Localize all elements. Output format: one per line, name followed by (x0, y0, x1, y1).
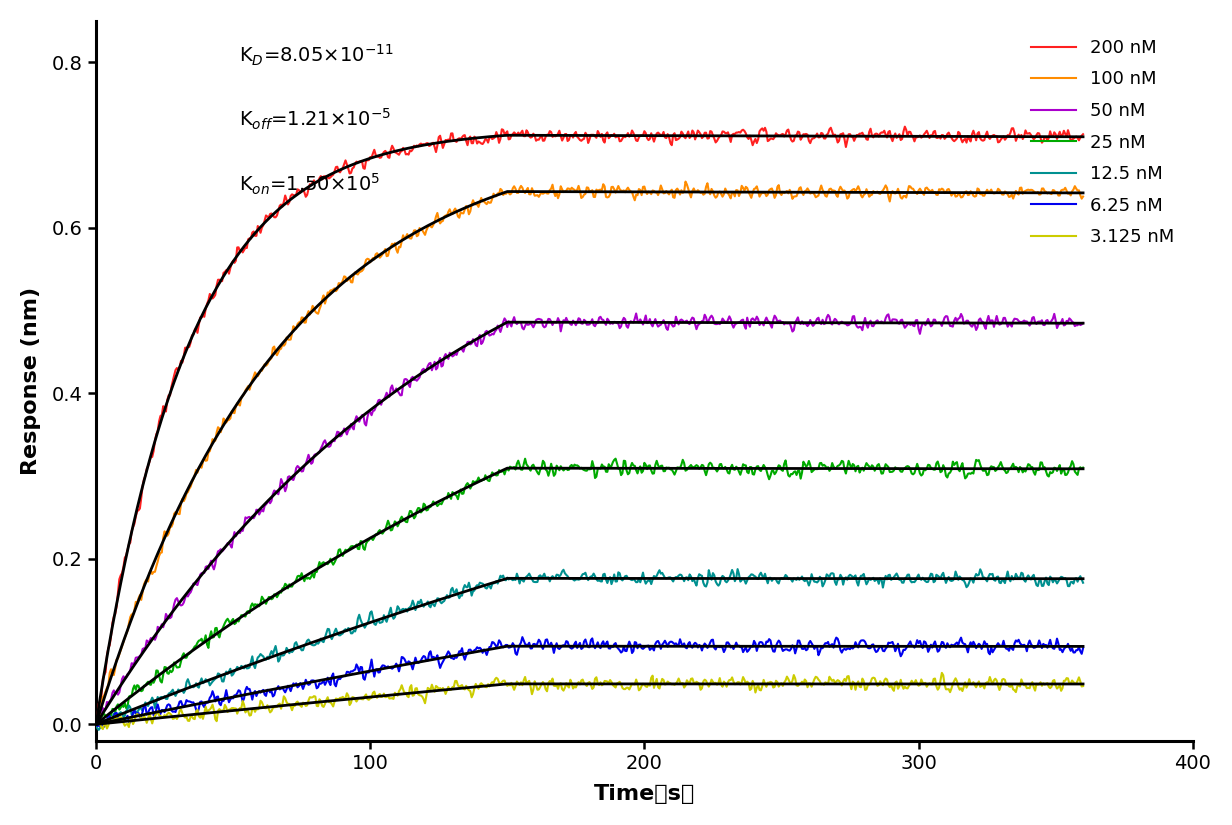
Legend: 200 nM, 100 nM, 50 nM, 25 nM, 12.5 nM, 6.25 nM, 3.125 nM: 200 nM, 100 nM, 50 nM, 25 nM, 12.5 nM, 6… (1021, 30, 1184, 255)
12.5 nM (349, 622, 363, 632)
3.125 nM (307, 691, 322, 701)
25 nM (89, 719, 103, 729)
50 nM (574, 318, 589, 328)
100 nM (347, 267, 362, 277)
6.25 nM (770, 638, 785, 648)
100 nM (769, 190, 784, 200)
200 nM (897, 121, 912, 131)
12.5 nM (91, 725, 106, 735)
3.125 nM (575, 675, 590, 685)
6.25 nM (988, 643, 1003, 653)
6.25 nM (577, 637, 591, 647)
100 nM (574, 193, 589, 203)
Y-axis label: Response (nm): Response (nm) (21, 287, 41, 475)
25 nM (609, 454, 623, 464)
X-axis label: Time（s）: Time（s） (594, 785, 695, 804)
100 nM (89, 719, 103, 729)
Text: K$_{on}$=1.50×10$^{5}$: K$_{on}$=1.50×10$^{5}$ (239, 172, 379, 197)
100 nM (306, 301, 320, 311)
6.25 nM (1076, 644, 1090, 653)
200 nM (347, 158, 362, 168)
200 nM (89, 719, 103, 729)
Line: 6.25 nM: 6.25 nM (96, 637, 1083, 727)
50 nM (987, 322, 1002, 332)
6.25 nM (673, 634, 687, 644)
50 nM (1076, 318, 1090, 328)
Line: 100 nM: 100 nM (96, 182, 1083, 724)
50 nM (89, 719, 103, 729)
200 nM (306, 177, 320, 187)
Text: K$_{off}$=1.21×10$^{-5}$: K$_{off}$=1.21×10$^{-5}$ (239, 107, 391, 133)
200 nM (987, 130, 1002, 140)
6.25 nM (349, 659, 363, 669)
6.25 nM (97, 722, 112, 732)
3.125 nM (349, 696, 363, 706)
3.125 nM (988, 674, 1003, 684)
3.125 nM (934, 668, 949, 678)
12.5 nM (1076, 578, 1090, 587)
200 nM (768, 132, 782, 142)
25 nM (1076, 463, 1090, 473)
3.125 nM (671, 673, 686, 683)
100 nM (678, 177, 692, 186)
200 nM (670, 134, 685, 144)
100 nM (1076, 191, 1090, 201)
200 nM (1076, 130, 1090, 139)
Line: 12.5 nM: 12.5 nM (96, 569, 1083, 730)
12.5 nM (770, 578, 785, 587)
50 nM (628, 309, 643, 318)
100 nM (670, 184, 685, 194)
Text: K$_{D}$=8.05×10$^{-11}$: K$_{D}$=8.05×10$^{-11}$ (239, 42, 393, 68)
Line: 25 nM: 25 nM (96, 459, 1083, 725)
25 nM (673, 463, 687, 473)
3.125 nM (95, 724, 110, 734)
50 nM (306, 457, 320, 467)
25 nM (988, 466, 1003, 476)
50 nM (671, 319, 686, 329)
25 nM (770, 464, 785, 474)
100 nM (987, 188, 1002, 198)
6.25 nM (307, 676, 322, 686)
6.25 nM (515, 632, 530, 642)
12.5 nM (988, 576, 1003, 586)
Line: 200 nM: 200 nM (96, 126, 1083, 724)
12.5 nM (307, 640, 322, 650)
3.125 nM (769, 676, 784, 686)
3.125 nM (1076, 681, 1090, 691)
Line: 3.125 nM: 3.125 nM (96, 673, 1083, 729)
25 nM (90, 720, 105, 730)
Line: 50 nM: 50 nM (96, 314, 1083, 724)
25 nM (307, 573, 322, 582)
25 nM (575, 464, 590, 474)
6.25 nM (89, 719, 103, 729)
12.5 nM (575, 569, 590, 579)
12.5 nM (89, 719, 103, 729)
25 nM (349, 540, 363, 549)
50 nM (769, 313, 784, 323)
50 nM (347, 415, 362, 425)
12.5 nM (731, 564, 745, 574)
3.125 nM (89, 719, 103, 729)
200 nM (574, 136, 589, 146)
12.5 nM (671, 571, 686, 581)
